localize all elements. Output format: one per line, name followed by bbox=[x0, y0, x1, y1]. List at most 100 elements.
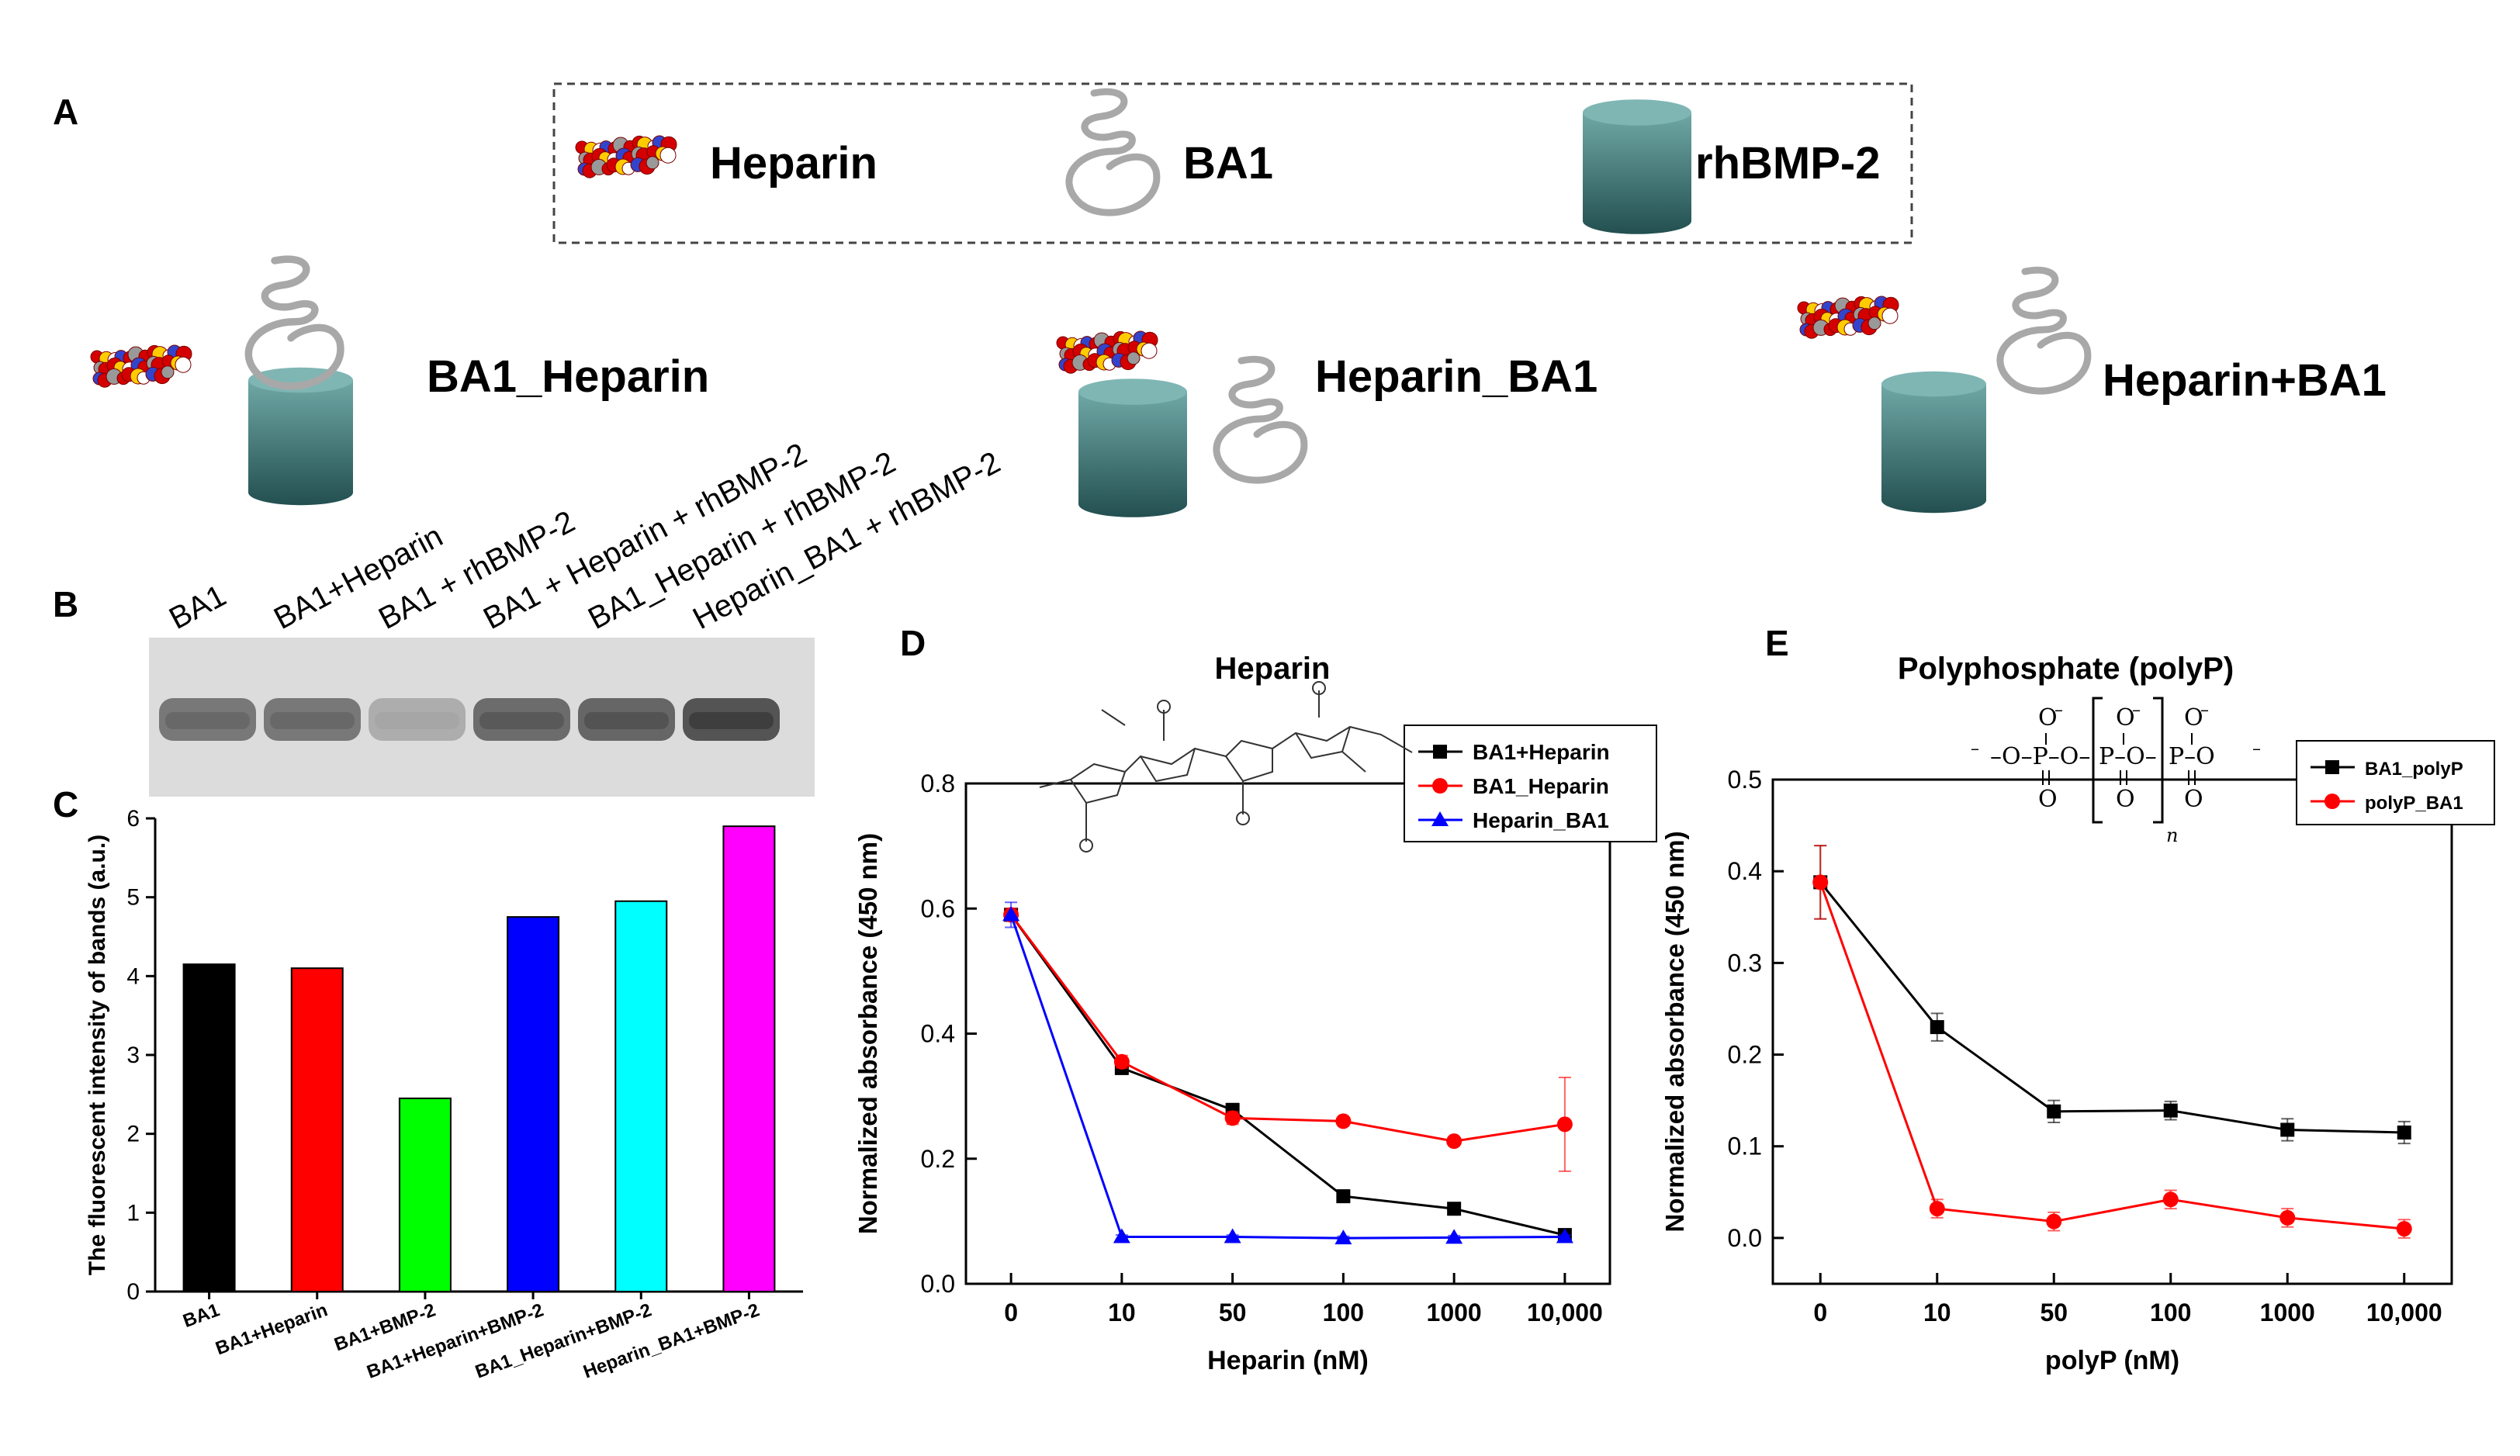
svg-text:–: – bbox=[2252, 739, 2261, 759]
data-point bbox=[1929, 1201, 1945, 1217]
svg-text:n: n bbox=[2166, 825, 2178, 846]
data-point bbox=[1812, 874, 1829, 891]
data-point bbox=[2324, 794, 2340, 809]
series-line bbox=[1819, 881, 2404, 1134]
line-chart-d: 0.0 0.2 0.4 0.6 0.8 0 10 50 100 1000 10,000 Heparin… bbox=[853, 652, 1657, 1375]
y-tick-label: 0.4 bbox=[921, 1020, 955, 1048]
x-tick-label: BA1_Heparin+BMP-2 bbox=[472, 1299, 654, 1382]
ba1-coil-icon bbox=[1065, 88, 1161, 216]
svg-text:–O–P–O–: –O–P–O– bbox=[1990, 743, 2090, 770]
data-point bbox=[2280, 1122, 2295, 1137]
svg-text:–: – bbox=[2132, 700, 2141, 720]
svg-text:O: O bbox=[2116, 704, 2135, 731]
line-chart-e: 0.0 0.1 0.2 0.3 0.4 0.5 0 10 50 100 1000 10,000 Poly… bbox=[1660, 652, 2495, 1375]
bar bbox=[614, 900, 668, 1292]
plot-frame bbox=[1771, 778, 2453, 1285]
svg-text:O: O bbox=[2184, 704, 2203, 731]
data-point bbox=[1002, 906, 1020, 922]
heparin-molecule-icon bbox=[90, 344, 192, 388]
x-tick-label: BA1+Heparin bbox=[213, 1299, 330, 1359]
legend-entry: BA1+Heparin bbox=[1473, 740, 1610, 764]
svg-text:O: O bbox=[2116, 786, 2135, 813]
panel-letter-a: A bbox=[53, 92, 78, 132]
legend-frame bbox=[2296, 740, 2495, 825]
series-line bbox=[1009, 914, 1566, 1236]
y-tick-label: 5 bbox=[126, 885, 140, 911]
data-point bbox=[1446, 1133, 1462, 1150]
x-tick-label: 10 bbox=[1923, 1299, 1951, 1326]
series-BA1_polyP bbox=[1813, 845, 2411, 1145]
x-tick-label: Heparin_BA1+BMP-2 bbox=[580, 1299, 762, 1382]
y-tick-label: 3 bbox=[126, 1043, 140, 1068]
bar bbox=[398, 1097, 452, 1292]
legend-rhbmp2-label: rhBMP-2 bbox=[1695, 138, 1880, 188]
complex-heparin-ba1: Heparin_BA1 bbox=[1056, 330, 1598, 517]
y-axis-label: Normalized absorbance (450 nm) bbox=[1660, 831, 1689, 1232]
legend: BA1_polyP polyP_BA1 bbox=[2296, 740, 2495, 825]
x-tick-label: 10,000 bbox=[2366, 1299, 2442, 1326]
gel-band-core bbox=[270, 712, 355, 729]
data-point bbox=[1556, 1116, 1573, 1133]
complex-heparin-plus-ba1: Heparin+BA1 bbox=[1797, 266, 2387, 514]
y-tick-label: 0.0 bbox=[921, 1270, 955, 1298]
gel-band-core bbox=[165, 712, 250, 729]
legend-entry: Heparin_BA1 bbox=[1473, 808, 1609, 832]
legend-entry: BA1_polyP bbox=[2365, 759, 2463, 780]
data-point bbox=[1224, 1228, 1241, 1243]
y-tick-label: 0.1 bbox=[1728, 1133, 1762, 1160]
rhbmp2-cylinder-icon bbox=[1583, 99, 1691, 234]
y-tick-label: 0.2 bbox=[1728, 1041, 1762, 1069]
chart-title: Heparin bbox=[1215, 652, 1331, 686]
legend-ba1-label: BA1 bbox=[1183, 138, 1273, 188]
series-BA1+Heparin bbox=[1004, 908, 1572, 1243]
plot-frame bbox=[964, 782, 1611, 1285]
data-point bbox=[2279, 1209, 2296, 1226]
panel-letter-d: D bbox=[900, 623, 926, 663]
y-tick-label: 0 bbox=[126, 1279, 140, 1305]
x-tick-label: BA1 bbox=[180, 1299, 222, 1332]
x-tick-label: 0 bbox=[1813, 1299, 1827, 1326]
panel-letter-b: B bbox=[53, 584, 78, 624]
x-tick-label: 50 bbox=[2040, 1299, 2068, 1326]
x-tick-label: 1000 bbox=[2260, 1299, 2315, 1326]
data-point bbox=[1336, 1189, 1351, 1204]
gel-image bbox=[149, 638, 815, 797]
data-point bbox=[1432, 778, 1448, 794]
legend-entry: BA1_Heparin bbox=[1473, 774, 1609, 798]
y-axis-label: Normalized absorbance (450 nm) bbox=[853, 833, 882, 1234]
y-tick-label: 4 bbox=[126, 963, 140, 989]
data-point bbox=[2397, 1126, 2411, 1140]
y-tick-label: 1 bbox=[126, 1200, 140, 1226]
data-point bbox=[2162, 1191, 2179, 1208]
svg-text:–: – bbox=[1971, 739, 1979, 759]
x-tick-label: 100 bbox=[2150, 1299, 2191, 1326]
legend-entry: polyP_BA1 bbox=[2365, 793, 2463, 814]
y-tick-label: 0.3 bbox=[1728, 949, 1762, 977]
ba1-coil-icon bbox=[1996, 266, 2092, 395]
data-point bbox=[2396, 1221, 2412, 1237]
heparin-molecule-icon bbox=[1056, 330, 1158, 374]
data-point bbox=[2325, 760, 2339, 774]
svg-text:–: – bbox=[2054, 700, 2063, 720]
series-polyP_BA1 bbox=[1812, 845, 2412, 1239]
complex-ba1-heparin-label: BA1_Heparin bbox=[427, 351, 709, 402]
x-tick-label: 10,000 bbox=[1527, 1299, 1603, 1326]
data-point bbox=[1556, 1228, 1573, 1243]
data-point bbox=[1335, 1113, 1352, 1129]
x-tick-label: 50 bbox=[1219, 1299, 1247, 1326]
gel-band-core bbox=[584, 712, 669, 729]
svg-text:P–O: P–O bbox=[2169, 743, 2215, 770]
svg-text:P–O–: P–O– bbox=[2099, 743, 2157, 770]
x-tick-label: 10 bbox=[1108, 1299, 1136, 1326]
gel-band-core bbox=[479, 712, 564, 729]
gel-band-core bbox=[689, 712, 774, 729]
x-tick-label: 0 bbox=[1004, 1299, 1018, 1326]
data-point bbox=[1433, 745, 1447, 759]
y-tick-label: 0.8 bbox=[921, 770, 955, 797]
data-point bbox=[1445, 1229, 1463, 1244]
legend-heparin-label: Heparin bbox=[710, 138, 878, 188]
data-point bbox=[1334, 1229, 1352, 1245]
bar bbox=[290, 967, 344, 1292]
x-tick-label: 100 bbox=[1323, 1299, 1364, 1326]
